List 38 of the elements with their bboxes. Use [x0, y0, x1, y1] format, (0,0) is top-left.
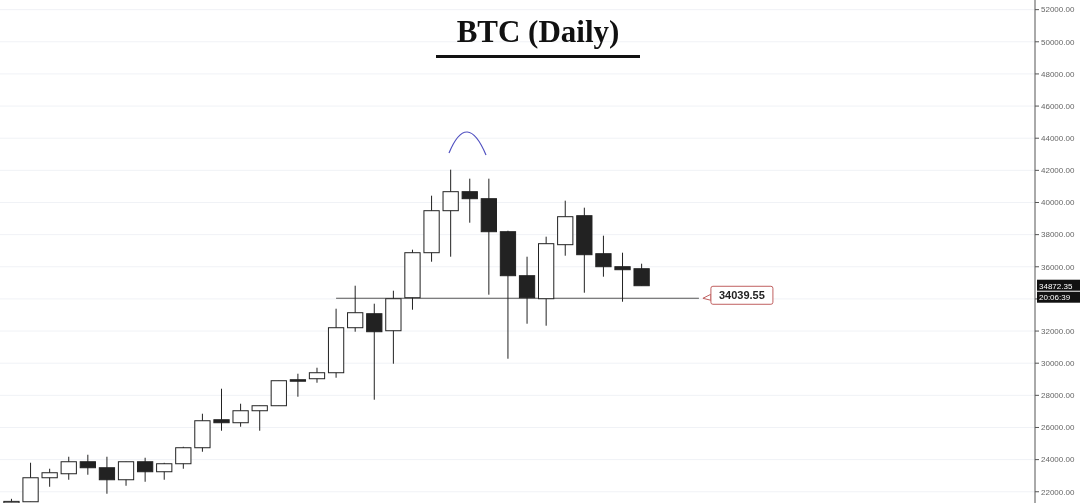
- y-tick-label: 46000.00: [1041, 101, 1075, 111]
- candlestick: [117, 461, 135, 487]
- y-tick-label: 38000.00: [1041, 230, 1075, 240]
- text: 34872.35: [1039, 281, 1073, 291]
- candlestick: [79, 454, 96, 476]
- y-tick-label: 30000.00: [1041, 358, 1075, 368]
- y-tick-label: 48000.00: [1041, 69, 1075, 79]
- candlestick: [633, 263, 650, 287]
- text: 20:06:39: [1039, 293, 1071, 303]
- candlestick: [518, 256, 536, 325]
- y-tick-label: 26000.00: [1041, 423, 1075, 433]
- candlestick: [289, 373, 307, 398]
- candlestick: [461, 178, 478, 224]
- y-tick-label: 22000.00: [1041, 487, 1075, 497]
- candlestick: [98, 456, 116, 495]
- y-tick-label: 36000.00: [1041, 262, 1075, 272]
- candlestick: [232, 403, 249, 428]
- candlestick: [251, 405, 268, 432]
- candlestick: [442, 169, 459, 258]
- y-tick-label: 40000.00: [1041, 198, 1075, 208]
- y-tick-label: 44000.00: [1041, 134, 1075, 143]
- y-tick-label: 50000.00: [1041, 37, 1075, 47]
- ref-line-label: 34039.55: [718, 289, 765, 302]
- candlestick: [136, 457, 154, 483]
- candlestick: [308, 367, 326, 384]
- y-tick-label: 42000.00: [1041, 166, 1075, 176]
- text: BTC (Daily): [456, 14, 620, 49]
- y-tick-label: 28000.00: [1041, 391, 1075, 401]
- candlestick: [595, 235, 612, 278]
- y-tick-label: 24000.00: [1041, 455, 1075, 465]
- y-tick-label: 52000.00: [1041, 5, 1075, 15]
- candlestick: [347, 285, 364, 333]
- candlestick: [614, 252, 631, 303]
- candlestick: [366, 303, 383, 401]
- y-tick-label: 32000.00: [1041, 326, 1075, 336]
- candlestick: [213, 388, 230, 432]
- candlestick: [41, 468, 58, 488]
- candlestick: [60, 456, 77, 481]
